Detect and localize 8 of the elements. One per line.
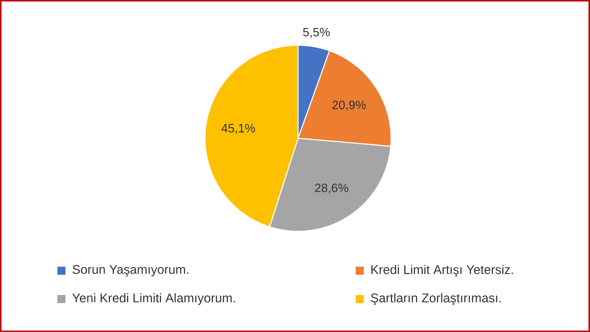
data-label: 20,9% (332, 100, 366, 111)
legend-label: Kredi Limit Artışı Yetersiz. (371, 264, 513, 277)
data-label: 28,6% (314, 184, 348, 194)
data-label: 45,1% (221, 124, 256, 134)
data-label: 5,5% (303, 28, 330, 38)
legend-label: Yeni Kredi Limiti Alamıyorum. (72, 293, 235, 305)
legend-label: Sorun Yaşamıyorum. (72, 264, 188, 276)
legend-label: Şartların Zorlaştırıması. (370, 293, 501, 305)
